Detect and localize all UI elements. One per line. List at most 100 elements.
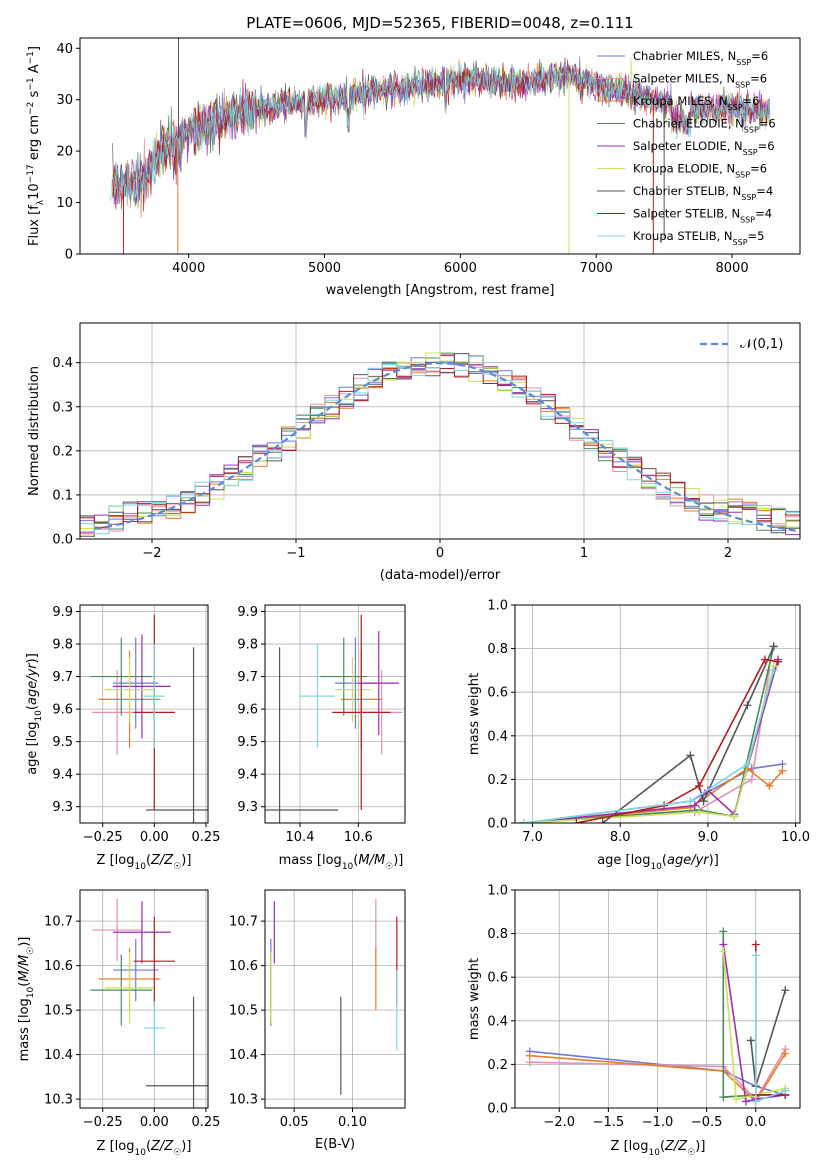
weight-marker-chabrier_stelib [781,986,790,995]
y-tick-label: 10 [56,196,73,211]
weight-marker-salpeter_stelib [751,940,760,949]
label-part: Flux [f [27,205,42,246]
y-tick-label: 9.7 [237,670,258,685]
y-tick-label: 0.6 [487,971,508,986]
y-tick-label: 30 [56,93,73,108]
y-axis-label: age [log10(age/yr)] [25,653,44,775]
y-tick-label: 10.4 [229,1048,258,1063]
y-tick-label: 1.0 [487,884,508,899]
weight-line-salpeter_miles [529,1048,786,1101]
y-axis-label: mass weight [467,958,482,1040]
figure-title: PLATE=0606, MJD=52365, FIBERID=0048, z=0… [246,14,633,32]
x-tick-label: −1.5 [593,1115,625,1130]
label-part: 10 [34,710,44,722]
weight-marker-chabrier_stelib [743,701,752,710]
legend-sub: SSP [741,193,756,202]
x-tick-label: −1 [286,546,305,561]
y-tick-label: 9.4 [237,768,258,783]
x-tick-label: 0.00 [140,830,169,845]
weight-marker-kroupa_elodie [695,808,704,817]
y-tick-label: 0.6 [487,686,508,701]
label-part: ( [660,1139,665,1154]
plot-residuals: −2 −1 0 1 2 0.0 0.1 0.2 0.3 0.4 (data-model)/error… [27,322,801,583]
x-axis-label: mass [log10(M/M☉)] [279,853,404,872]
legend-sub: SSP [743,148,758,157]
y-axis-label: mass weight [467,673,482,755]
label-part: ( [353,853,358,868]
legend-sub: SSP [740,215,755,224]
legend-label: Chabrier ELODIE, NSSP=6 [633,117,776,135]
plot-area [270,898,398,1095]
weight-marker-kroupa_stelib [769,666,778,675]
weight-marker-salpeter_elodie [690,801,699,810]
label-part: 10 [650,862,662,872]
label-part: Z [log [97,853,135,868]
y-tick-label: 20 [56,145,73,160]
label-part: −1 [26,77,36,90]
y-tick-label: 0.0 [487,1102,508,1117]
legend-text: Kroupa ELODIE, N [633,162,735,176]
axes-frame [79,37,801,255]
weight-marker-salpeter_stelib [774,657,783,666]
y-tick-label: 10.4 [44,1048,73,1063]
legend-text: Chabrier STELIB, N [633,184,741,198]
x-tick-label: 0 [436,546,444,561]
y-tick-label: 10.3 [229,1093,258,1108]
y-tick-label: 0.4 [487,729,508,744]
y-tick-label: 0.2 [487,773,508,788]
plot-area [109,38,771,254]
label-part: )] [181,853,191,868]
y-tick-label: 10.5 [44,1004,73,1019]
axes-frame [514,604,801,824]
plot-age_vs_mass: 10.4 10.6 9.3 9.4 9.5 9.6 9.7 9.8 9.9 mass [log10… [237,604,406,872]
y-tick-label: 10.3 [44,1093,73,1108]
weight-marker-chabrier_stelib [598,819,607,823]
y-tick-label: 0.3 [52,400,73,415]
label-part: ☉ [687,1148,695,1158]
legend-label: Kroupa MILES, NSSP=6 [633,94,759,112]
legend-text: Salpeter MILES, N [633,72,735,86]
y-tick-label: 9.8 [237,638,258,653]
plot-spectrum: 4000 5000 6000 7000 8000 0 10 20 30 40 wavelength … [26,37,801,298]
x-tick-label: 8000 [716,261,749,276]
y-tick-label: 9.8 [52,638,73,653]
x-tick-label: 10.0 [781,830,810,845]
axes-frame [264,604,406,824]
weight-marker-kroupa_elodie [730,812,739,821]
y-tick-label: 9.3 [237,800,258,815]
label-part: ☉ [385,862,393,872]
label-part: −2 [26,102,36,115]
x-tick-label: 4000 [172,261,205,276]
weight-line-salpeter_miles [523,670,771,823]
label-part: ( [146,853,151,868]
label-part: 10 [27,183,42,200]
y-tick-label: 0.0 [487,817,508,832]
x-tick-label: −0.5 [691,1115,723,1130]
label-part: ☉ [26,947,36,955]
axes-frame [79,889,209,1109]
y-tick-label: 10.7 [229,915,258,930]
y-axis-label: mass [log10(M/M☉)] [17,937,36,1062]
label-part: λ [36,199,46,205]
y-tick-label: 0 [65,248,73,263]
weight-line-kroupa_stelib [523,670,775,823]
legend-sub: SSP [735,170,750,179]
x-tick-label: −2.0 [543,1115,575,1130]
x-axis-label: Z [log10(Z/Z☉)] [97,1139,192,1158]
legend-value: =6 [750,72,767,86]
label-part: age/yr [25,662,40,705]
plot-area [90,614,208,823]
legend-value: =6 [750,162,767,176]
plot-area [519,642,787,823]
weight-marker-kroupa_stelib [519,819,528,823]
y-tick-label: 9.3 [52,800,73,815]
y-tick-label: 9.5 [237,735,258,750]
y-tick-label: 0.2 [487,1058,508,1073]
label-part: ] [27,46,42,51]
legend-sub: SSP [736,58,751,67]
plot-age_vs_Z: −0.25 0.00 0.25 9.3 9.4 9.5 9.6 9.7 9.8 9.9 Z [log… [25,604,220,872]
x-tick-label: −0.25 [83,830,123,845]
weight-marker-salpeter_miles [747,775,756,784]
y-axis-label: Flux [fλ10−17 erg cm−2 s−1 A−1] [26,46,46,246]
